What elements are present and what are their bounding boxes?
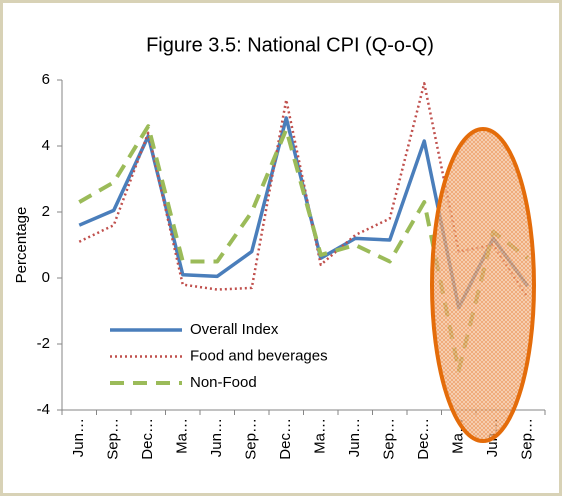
chart-title: Figure 3.5: National CPI (Q-o-Q) [146,34,434,56]
x-tick-label: Sep… [105,418,122,460]
y-tick-label: 2 [42,203,50,220]
legend-label: Food and beverages [190,347,328,364]
x-tick-label: Jun… [346,418,363,457]
x-tick-label: Dec… [415,418,432,460]
y-tick-label: 0 [42,269,50,286]
x-tick-label: Jun… [208,418,225,457]
y-tick-label: 6 [42,71,50,88]
y-tick-label: -2 [37,335,50,352]
x-tick-label: Ma… [312,418,329,454]
y-tick-label: -4 [37,401,50,418]
legend-label: Non-Food [190,374,257,391]
x-tick-label: Dec… [277,418,294,460]
x-tick-label: Sep… [519,418,536,460]
series-line [78,124,529,373]
highlight-ellipse [430,127,536,443]
legend-label: Overall Index [190,321,279,338]
y-axis-label: Percentage [13,207,30,284]
x-tick-label: Dec… [139,418,156,460]
x-tick-label: Ma… [174,418,191,454]
x-tick-label: Sep… [381,418,398,460]
x-tick-label: Jun… [70,418,87,457]
x-tick-label: Sep… [243,418,260,460]
y-tick-label: 4 [42,137,50,154]
